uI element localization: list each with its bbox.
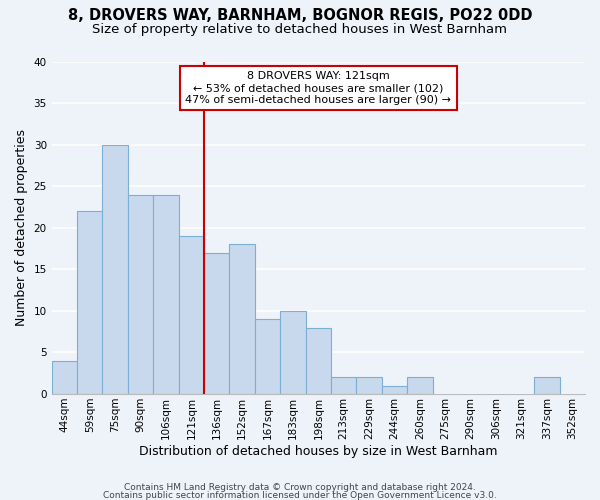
Bar: [331, 378, 356, 394]
Bar: [103, 144, 128, 394]
Bar: [305, 328, 331, 394]
Text: 8, DROVERS WAY, BARNHAM, BOGNOR REGIS, PO22 0DD: 8, DROVERS WAY, BARNHAM, BOGNOR REGIS, P…: [68, 8, 532, 22]
Bar: [52, 361, 77, 394]
Bar: [356, 378, 382, 394]
Bar: [255, 319, 280, 394]
Bar: [534, 378, 560, 394]
Bar: [407, 378, 433, 394]
Text: 8 DROVERS WAY: 121sqm
← 53% of detached houses are smaller (102)
47% of semi-det: 8 DROVERS WAY: 121sqm ← 53% of detached …: [185, 72, 451, 104]
Text: Contains HM Land Registry data © Crown copyright and database right 2024.: Contains HM Land Registry data © Crown c…: [124, 483, 476, 492]
Bar: [204, 252, 229, 394]
Y-axis label: Number of detached properties: Number of detached properties: [15, 130, 28, 326]
Bar: [382, 386, 407, 394]
Bar: [77, 211, 103, 394]
Text: Contains public sector information licensed under the Open Government Licence v3: Contains public sector information licen…: [103, 490, 497, 500]
Text: Size of property relative to detached houses in West Barnham: Size of property relative to detached ho…: [92, 22, 508, 36]
Bar: [229, 244, 255, 394]
Bar: [179, 236, 204, 394]
X-axis label: Distribution of detached houses by size in West Barnham: Distribution of detached houses by size …: [139, 444, 497, 458]
Bar: [128, 194, 153, 394]
Bar: [280, 311, 305, 394]
Bar: [153, 194, 179, 394]
